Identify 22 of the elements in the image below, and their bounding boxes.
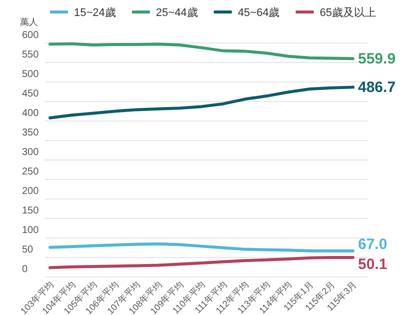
y-tick-label: 350 [22, 128, 40, 138]
y-tick-label: 50 [22, 244, 34, 256]
data-label: 486.7 [358, 79, 396, 96]
y-tick-label: 400 [22, 108, 40, 119]
data-label: 67.0 [358, 236, 388, 254]
data-label: 50.1 [358, 256, 388, 274]
y-tick-label: 150 [22, 206, 40, 216]
y-tick-label: 500 [22, 69, 40, 80]
y-tick-label: 450 [22, 88, 40, 100]
y-tick-label: 200 [22, 186, 40, 197]
y-axis-title: 萬人 [20, 17, 38, 27]
y-tick-label: 550 [22, 50, 40, 60]
legend-label: 15~24歲 [74, 6, 116, 19]
legend-label: 45~64歲 [238, 6, 280, 19]
y-tick-label: 300 [22, 147, 40, 158]
legend-label: 25~44歲 [156, 6, 198, 19]
y-tick-label: 600 [22, 30, 40, 41]
y-tick-label: 0 [22, 264, 28, 275]
legend-label: 65歲及以上 [320, 6, 376, 19]
data-label: 559.9 [358, 50, 396, 68]
y-tick-label: 250 [22, 166, 40, 178]
y-tick-label: 100 [22, 225, 40, 236]
